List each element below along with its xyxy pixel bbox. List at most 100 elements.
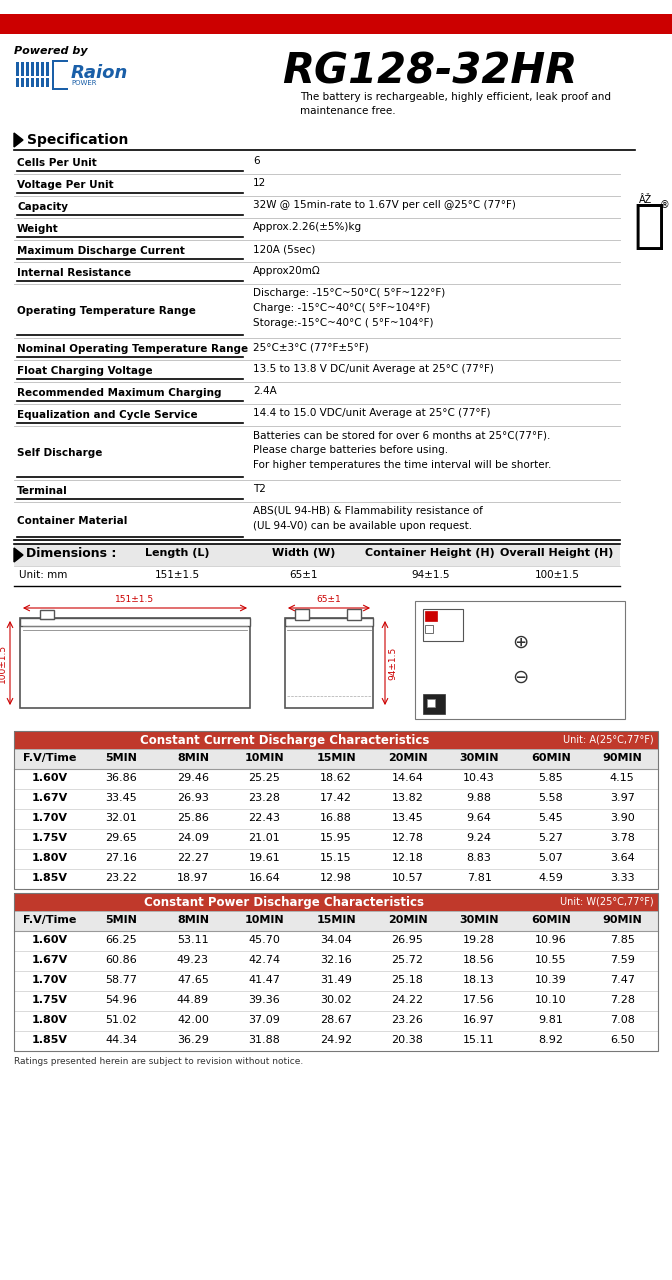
Text: 29.46: 29.46 [177,773,209,783]
Bar [14,381,620,404]
Text: 12: 12 [253,178,266,188]
Text: 36.86: 36.86 [106,773,137,783]
Bar [26,78,29,87]
Text: 12.98: 12.98 [320,873,352,883]
Bar [14,893,658,911]
Text: 19.28: 19.28 [463,934,495,945]
Text: Raion: Raion [71,64,128,82]
Bar [14,788,658,809]
Text: Capacity: Capacity [17,202,68,212]
Text: 32.01: 32.01 [106,813,137,823]
Bar [14,174,620,196]
Text: 1.70V: 1.70V [32,813,68,823]
Text: 1.67V: 1.67V [32,955,68,965]
Text: Specification: Specification [27,133,128,147]
Text: 25.18: 25.18 [392,975,423,986]
Text: 100±1.5: 100±1.5 [534,570,579,580]
Text: 5.58: 5.58 [538,794,563,803]
Text: 18.56: 18.56 [463,955,495,965]
Text: 24.22: 24.22 [392,995,423,1005]
Text: 44.34: 44.34 [106,1036,137,1044]
Text: The battery is rechargeable, highly efficient, leak proof and
maintenance free.: The battery is rechargeable, highly effi… [300,92,611,116]
Bar [427,699,435,707]
Text: 10MIN: 10MIN [245,753,284,763]
Bar [14,196,620,218]
Text: 5.85: 5.85 [538,773,563,783]
Text: 10.57: 10.57 [392,873,423,883]
Bar [14,426,620,480]
Text: 13.82: 13.82 [392,794,423,803]
Text: 32W @ 15min-rate to 1.67V per cell @25°C (77°F): 32W @ 15min-rate to 1.67V per cell @25°C… [253,200,516,210]
Text: 5.07: 5.07 [538,852,563,863]
Text: 42.00: 42.00 [177,1015,209,1025]
Text: 1.60V: 1.60V [32,773,68,783]
Bar [14,769,658,788]
Text: 10.43: 10.43 [463,773,495,783]
Bar [14,931,658,951]
Text: 3.90: 3.90 [610,813,634,823]
Text: 8.83: 8.83 [466,852,491,863]
Text: 4.59: 4.59 [538,873,563,883]
Bar [14,338,620,360]
Text: F.V/Time: F.V/Time [23,753,77,763]
Text: 4.15: 4.15 [610,773,634,783]
Text: 36.29: 36.29 [177,1036,209,1044]
Text: 10.96: 10.96 [535,934,566,945]
Text: 7.59: 7.59 [610,955,634,965]
Bar [52,60,68,90]
Text: 24.92: 24.92 [320,1036,352,1044]
Text: Container Height (H): Container Height (H) [366,548,495,558]
Bar [14,829,658,849]
Bar [14,809,658,829]
Bar [20,618,250,708]
Text: 1.75V: 1.75V [32,833,68,844]
Text: 5MIN: 5MIN [106,915,137,925]
Text: 65±1: 65±1 [317,595,341,604]
Text: 22.27: 22.27 [177,852,209,863]
Text: 1.80V: 1.80V [32,852,68,863]
Text: 42.74: 42.74 [249,955,280,965]
Bar [36,61,39,76]
Text: 16.88: 16.88 [320,813,352,823]
Text: 66.25: 66.25 [106,934,137,945]
Text: 18.13: 18.13 [463,975,495,986]
Text: 1.85V: 1.85V [32,873,68,883]
Text: 15MIN: 15MIN [317,753,355,763]
Text: 30.02: 30.02 [320,995,352,1005]
Bar [423,609,463,641]
Text: 31.88: 31.88 [249,1036,280,1044]
Text: 3.64: 3.64 [610,852,634,863]
Text: 1.67V: 1.67V [32,794,68,803]
Text: 23.26: 23.26 [392,1015,423,1025]
Bar [14,1030,658,1051]
Text: 2.4A: 2.4A [253,387,277,396]
Text: 30MIN: 30MIN [460,753,499,763]
Bar [14,544,620,566]
Bar [0,14,672,35]
Text: 13.45: 13.45 [392,813,423,823]
Text: Internal Resistance: Internal Resistance [17,268,131,278]
Text: Unit: mm: Unit: mm [19,570,67,580]
Text: 3.33: 3.33 [610,873,634,883]
Text: 54.96: 54.96 [106,995,137,1005]
Bar [20,618,250,626]
Text: Terminal: Terminal [17,486,68,495]
Text: Overall Height (H): Overall Height (H) [500,548,614,558]
Text: 16.64: 16.64 [249,873,280,883]
Text: Self Discharge: Self Discharge [17,448,102,458]
Text: 18.97: 18.97 [177,873,209,883]
Bar [14,951,658,972]
Text: 47.65: 47.65 [177,975,209,986]
Text: Operating Temperature Range: Operating Temperature Range [17,306,196,316]
Text: 60MIN: 60MIN [531,915,571,925]
Text: 25°C±3°C (77°F±5°F): 25°C±3°C (77°F±5°F) [253,342,369,352]
Bar [14,991,658,1011]
Text: Recommended Maximum Charging: Recommended Maximum Charging [17,388,222,398]
Text: Float Charging Voltage: Float Charging Voltage [17,366,153,376]
Bar [14,480,620,502]
Bar [31,78,34,87]
Text: 15MIN: 15MIN [317,915,355,925]
Text: 16.97: 16.97 [463,1015,495,1025]
Text: 18.62: 18.62 [320,773,352,783]
Bar [46,61,49,76]
